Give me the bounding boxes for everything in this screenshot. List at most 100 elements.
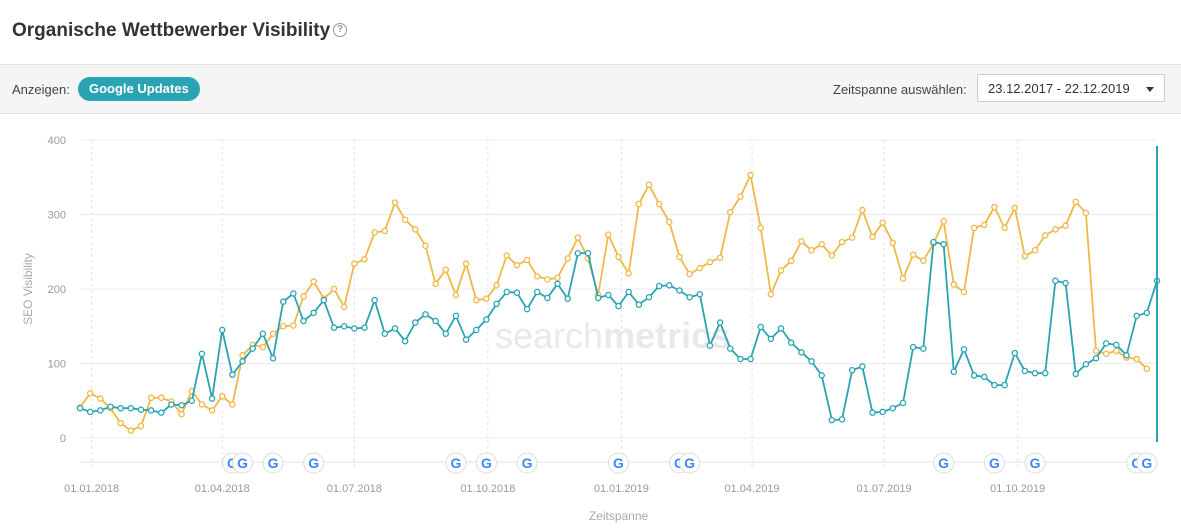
google-update-icon[interactable]: G — [232, 452, 254, 474]
data-point[interactable] — [584, 249, 592, 257]
data-point[interactable] — [716, 319, 724, 326]
data-point[interactable] — [432, 280, 439, 288]
data-point[interactable] — [218, 393, 226, 400]
data-point[interactable] — [981, 373, 988, 381]
data-point[interactable] — [655, 282, 663, 290]
data-point[interactable] — [371, 296, 378, 304]
data-point[interactable] — [970, 372, 978, 379]
data-point[interactable] — [706, 258, 714, 266]
data-point[interactable] — [1041, 369, 1049, 377]
data-point[interactable] — [1092, 355, 1100, 362]
data-point[interactable] — [147, 407, 155, 414]
data-point[interactable] — [676, 287, 683, 294]
google-update-icon[interactable]: G — [475, 452, 497, 474]
data-point[interactable] — [727, 209, 734, 216]
data-point[interactable] — [798, 349, 805, 356]
data-point[interactable] — [879, 219, 886, 226]
data-point[interactable] — [259, 330, 267, 337]
data-point[interactable] — [1062, 279, 1069, 287]
data-point[interactable] — [330, 285, 338, 293]
data-point[interactable] — [869, 233, 876, 241]
data-point[interactable] — [432, 317, 439, 325]
data-point[interactable] — [1133, 355, 1140, 363]
data-point[interactable] — [777, 325, 785, 332]
data-point[interactable] — [747, 355, 754, 363]
data-point[interactable] — [117, 404, 124, 412]
data-point[interactable] — [1052, 226, 1059, 233]
data-point[interactable] — [462, 336, 470, 343]
data-point[interactable] — [412, 226, 419, 233]
data-point[interactable] — [533, 273, 541, 280]
data-point[interactable] — [330, 324, 338, 331]
data-point[interactable] — [554, 274, 561, 282]
data-point[interactable] — [117, 419, 124, 427]
data-point[interactable] — [269, 330, 277, 337]
data-point[interactable] — [442, 330, 450, 337]
data-point[interactable] — [462, 260, 470, 267]
data-point[interactable] — [737, 355, 744, 363]
data-point[interactable] — [412, 319, 419, 326]
data-point[interactable] — [777, 267, 785, 274]
data-point[interactable] — [523, 256, 531, 264]
data-point[interactable] — [188, 397, 196, 404]
data-point[interactable] — [798, 238, 805, 245]
data-point[interactable] — [594, 294, 602, 302]
data-point[interactable] — [808, 358, 815, 365]
data-point[interactable] — [930, 238, 937, 246]
data-point[interactable] — [422, 242, 429, 250]
data-point[interactable] — [544, 276, 551, 283]
data-point[interactable] — [960, 288, 968, 296]
data-point[interactable] — [818, 241, 825, 248]
data-point[interactable] — [889, 239, 897, 247]
data-point[interactable] — [361, 324, 368, 331]
data-point[interactable] — [787, 339, 795, 346]
data-point[interactable] — [564, 295, 571, 302]
data-point[interactable] — [655, 200, 663, 208]
data-point[interactable] — [493, 300, 500, 308]
data-point[interactable] — [513, 261, 521, 269]
data-point[interactable] — [127, 404, 135, 412]
data-point[interactable] — [1011, 204, 1019, 212]
data-point[interactable] — [920, 345, 927, 352]
data-point[interactable] — [1041, 232, 1049, 239]
data-point[interactable] — [1102, 350, 1110, 358]
google-update-icon[interactable]: G — [303, 452, 325, 474]
data-point[interactable] — [1113, 347, 1120, 355]
data-point[interactable] — [1082, 209, 1090, 217]
data-point[interactable] — [158, 394, 165, 402]
data-point[interactable] — [838, 238, 846, 246]
data-point[interactable] — [889, 404, 897, 412]
data-point[interactable] — [1052, 277, 1059, 285]
data-point[interactable] — [107, 403, 114, 410]
data-point[interactable] — [828, 252, 836, 259]
data-point[interactable] — [909, 251, 917, 258]
google-update-icon[interactable]: G — [516, 452, 538, 474]
data-point[interactable] — [137, 406, 145, 413]
data-point[interactable] — [533, 288, 541, 296]
data-point[interactable] — [920, 257, 927, 264]
data-point[interactable] — [178, 401, 185, 409]
google-update-icon[interactable]: G — [608, 452, 629, 474]
data-point[interactable] — [97, 407, 104, 414]
data-point[interactable] — [554, 280, 561, 288]
data-point[interactable] — [635, 200, 643, 208]
data-point[interactable] — [381, 227, 389, 235]
data-point[interactable] — [950, 368, 958, 375]
data-point[interactable] — [859, 206, 866, 214]
data-point[interactable] — [970, 224, 978, 232]
data-point[interactable] — [859, 363, 866, 370]
data-point[interactable] — [351, 260, 358, 267]
google-update-icon[interactable]: G — [983, 452, 1005, 474]
data-point[interactable] — [818, 372, 825, 379]
data-point[interactable] — [686, 270, 693, 278]
data-point[interactable] — [787, 257, 795, 264]
data-point[interactable] — [1082, 360, 1090, 368]
data-point[interactable] — [147, 394, 155, 402]
data-point[interactable] — [767, 335, 775, 343]
data-point[interactable] — [716, 254, 724, 261]
data-point[interactable] — [310, 278, 317, 285]
data-point[interactable] — [848, 234, 856, 241]
data-point[interactable] — [808, 247, 815, 254]
data-point[interactable] — [391, 199, 399, 206]
data-point[interactable] — [1133, 312, 1140, 320]
